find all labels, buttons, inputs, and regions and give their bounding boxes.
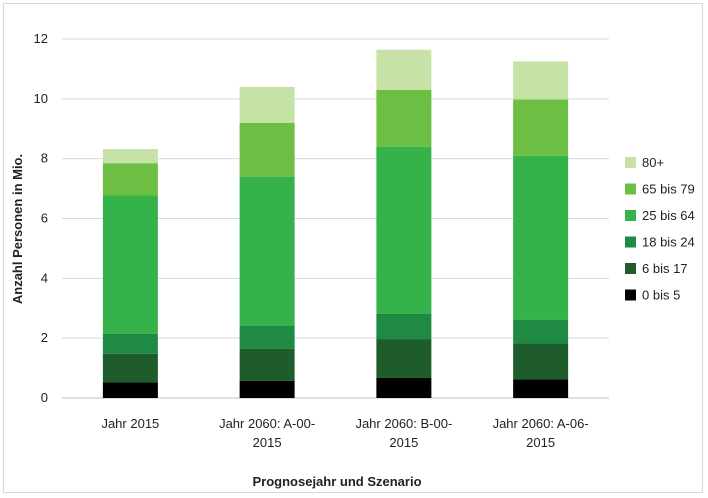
y-tick-label: 2 — [41, 330, 48, 345]
legend-swatch — [625, 289, 636, 301]
bar-segment — [376, 313, 432, 340]
bar-segment — [376, 49, 432, 90]
y-tick-label: 6 — [41, 211, 48, 226]
y-tick-label: 0 — [41, 390, 48, 405]
x-axis-title: Prognosejahr und Szenario — [252, 474, 421, 489]
legend-label: 25 bis 64 — [642, 208, 695, 223]
y-tick-label: 10 — [34, 91, 48, 106]
chart-frame: 0 2 4 6 8 10 12 Jahr 2015 Jahr 2060: A-00-2015 J… — [3, 3, 703, 493]
y-axis-title: Anzahl Personen in Mio. — [10, 154, 25, 304]
bars — [102, 49, 569, 398]
bar-segment — [239, 176, 295, 326]
bar-segment — [239, 348, 295, 381]
bar-segment — [102, 149, 158, 164]
legend-label: 0 bis 5 — [642, 288, 680, 303]
bar-segment — [239, 122, 295, 177]
x-tick-label: Jahr 2060: A-06-2015 — [493, 416, 589, 450]
bar-segment — [513, 343, 569, 380]
legend-label: 65 bis 79 — [642, 182, 695, 197]
bar-segment — [102, 382, 158, 398]
bar-segment — [102, 353, 158, 383]
bar-segment — [513, 61, 569, 100]
legend-label: 18 bis 24 — [642, 235, 695, 250]
bar-segment — [376, 339, 432, 378]
bar-segment — [513, 99, 569, 156]
bar-segment — [102, 333, 158, 354]
legend-swatch — [625, 183, 636, 195]
x-axis-ticks: Jahr 2015 Jahr 2060: A-00-2015 Jahr 2060: … — [101, 416, 588, 450]
x-tick-label: Jahr 2060: A-00-2015 — [219, 416, 315, 450]
legend-label: 6 bis 17 — [642, 261, 688, 276]
bar-segment — [513, 155, 569, 320]
y-axis-ticks: 0 2 4 6 8 10 12 — [34, 31, 48, 405]
bar-segment — [513, 379, 569, 398]
bar-segment — [376, 89, 432, 147]
bar-segment — [376, 146, 432, 314]
x-tick-label: Jahr 2015 — [101, 416, 159, 431]
y-tick-label: 4 — [41, 270, 48, 285]
bar-segment — [239, 380, 295, 398]
legend-swatch — [625, 210, 636, 221]
x-tick-label: Jahr 2060: B-00-2015 — [355, 416, 452, 450]
legend: 80+ 65 bis 79 25 bis 64 18 bis 24 6 bis 17 0 … — [625, 155, 695, 303]
bar-segment — [239, 86, 295, 123]
y-tick-label: 8 — [41, 151, 48, 166]
bar-segment — [102, 195, 158, 334]
legend-label: 80+ — [642, 155, 664, 170]
bar-segment — [376, 377, 432, 398]
bar-segment — [239, 325, 295, 349]
legend-swatch — [625, 157, 636, 168]
y-tick-label: 12 — [34, 31, 48, 46]
bar-segment — [102, 163, 158, 196]
legend-swatch — [625, 236, 636, 248]
legend-swatch — [625, 263, 636, 274]
bar-segment — [513, 319, 569, 344]
